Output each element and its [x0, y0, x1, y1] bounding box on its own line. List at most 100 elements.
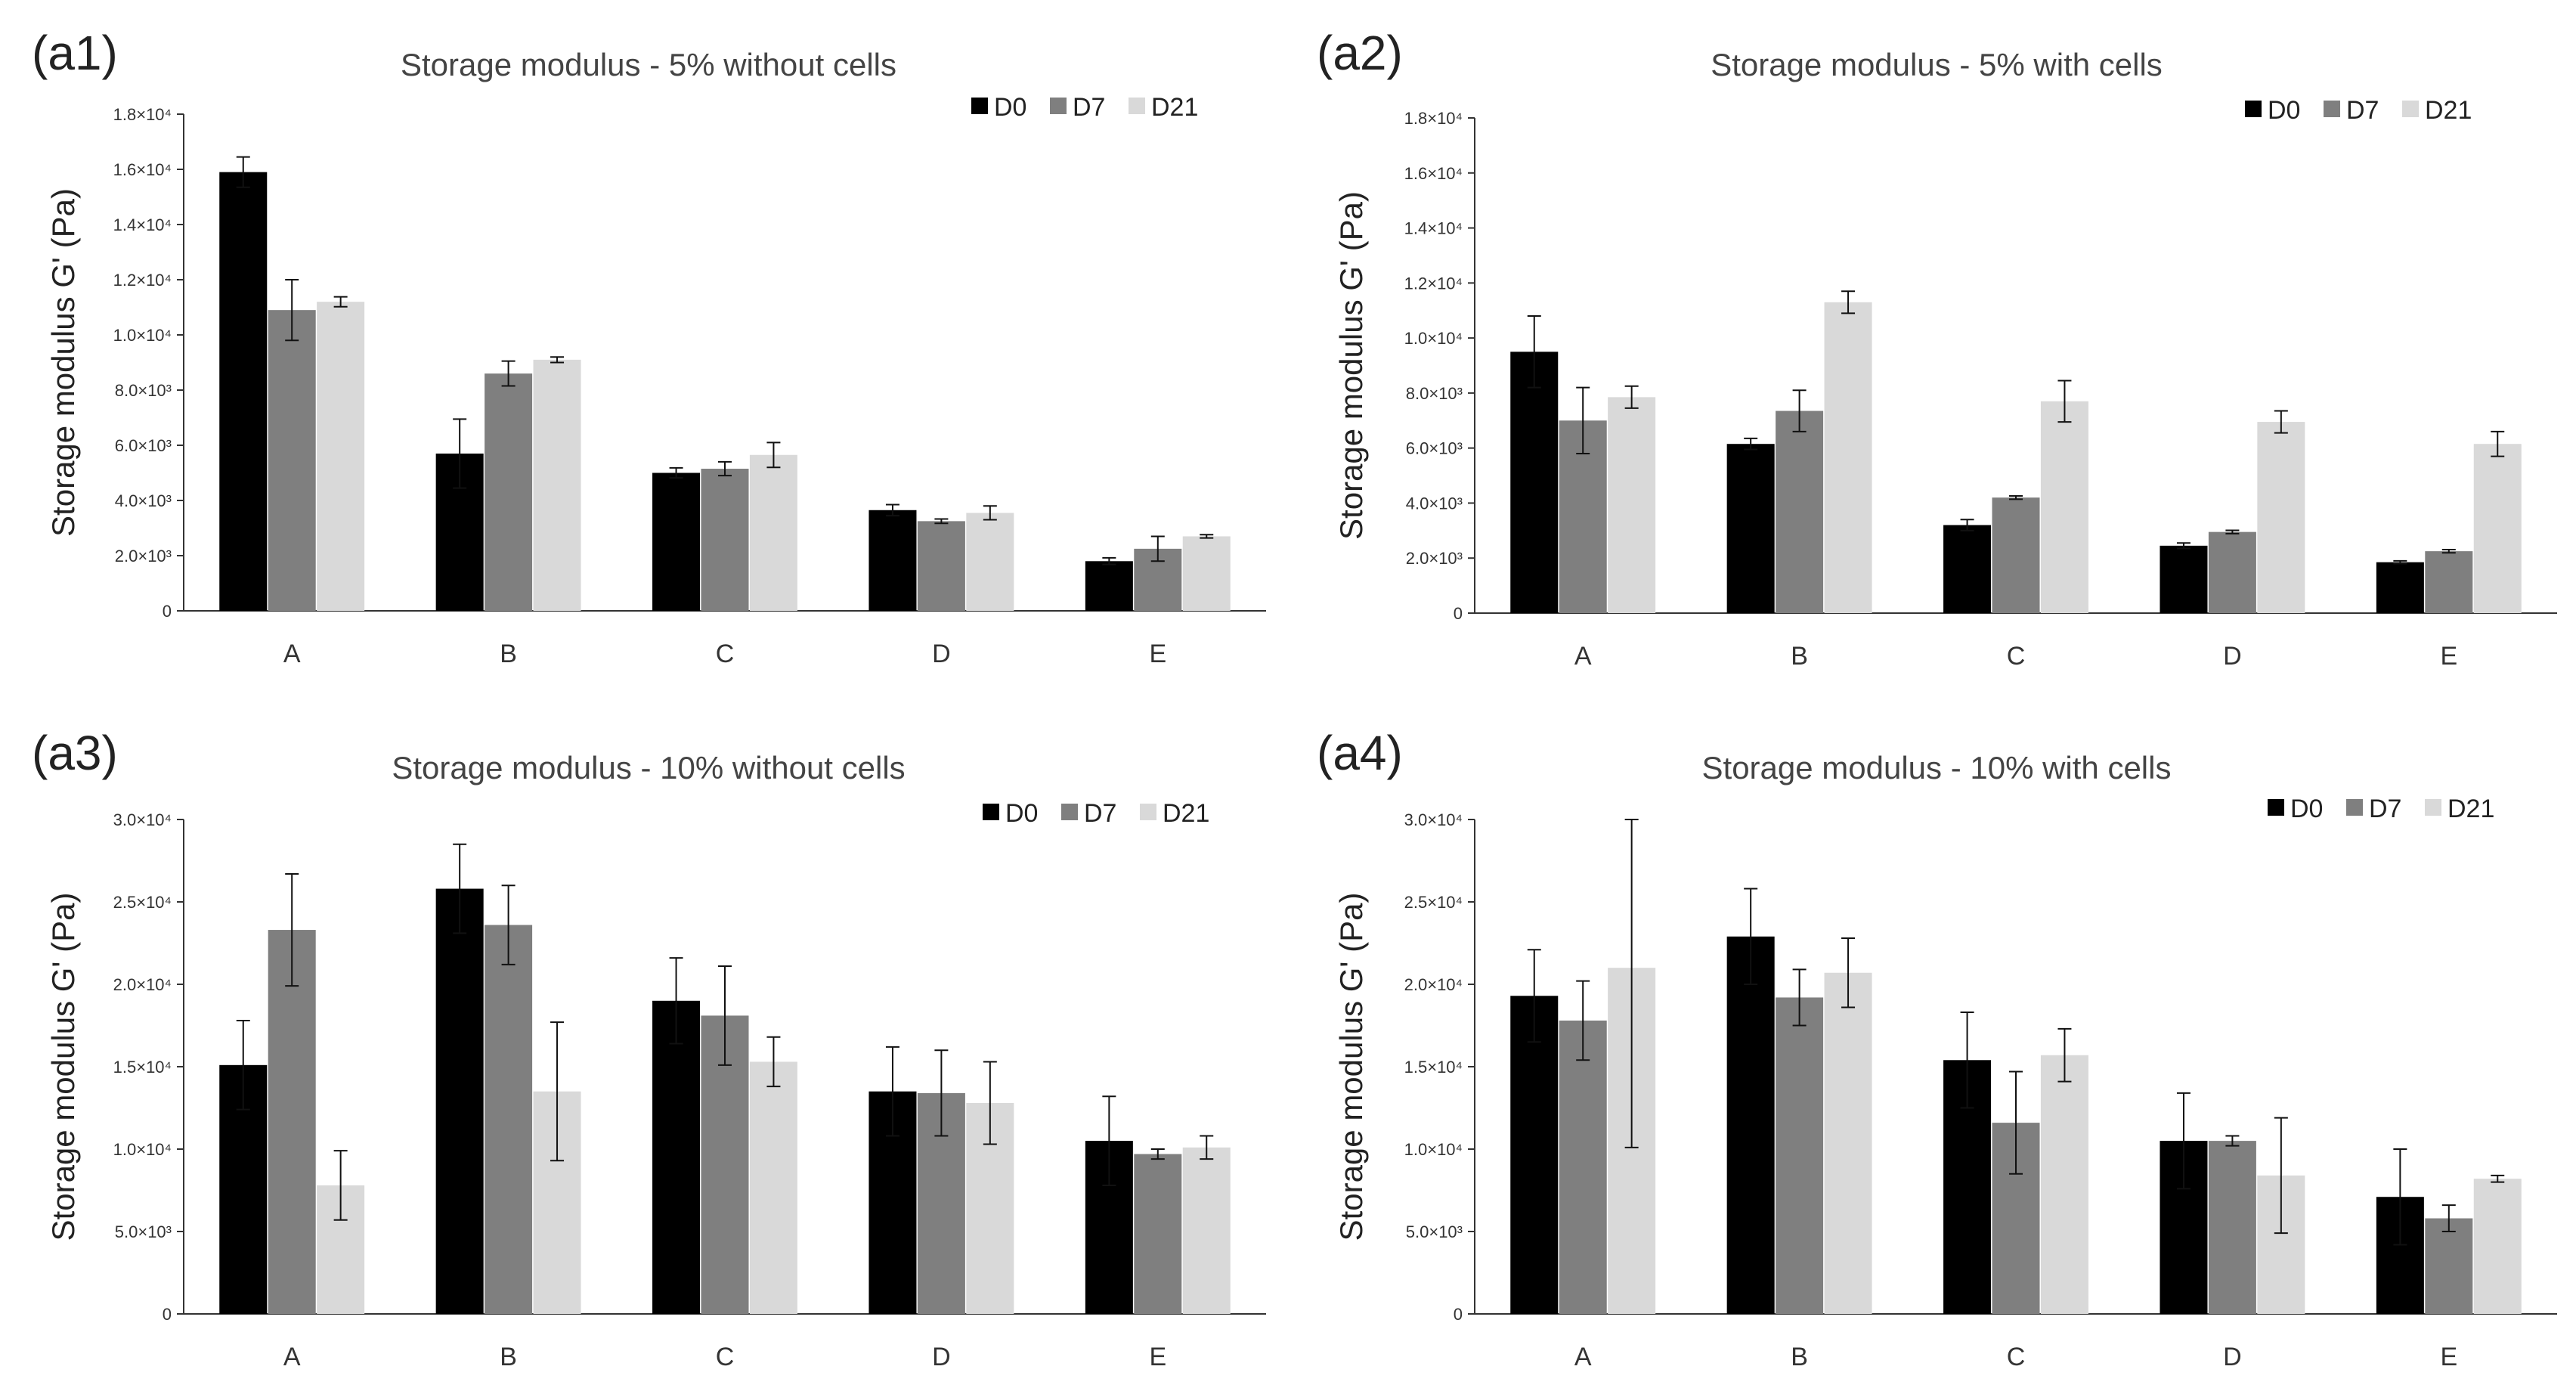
chart-title: Storage modulus - 5% with cells	[1711, 47, 2163, 82]
y-tick-label: 6.0×10³	[115, 436, 172, 455]
error-bar-d0-d	[885, 1046, 899, 1137]
chart-panel-2: (a2) Storage modulus - 5% with cells Stora…	[1317, 26, 2557, 671]
error-bar-d21-c	[2057, 1027, 2072, 1083]
y-tick-label: 6.0×10³	[1406, 439, 1463, 458]
legend: D0 D7 D21	[2268, 795, 2494, 823]
x-tick-label: C	[716, 640, 735, 668]
y-axis-label: Storage modulus G' (Pa)	[45, 893, 81, 1241]
legend-label-d7: D7	[1084, 799, 1116, 828]
legend: D0 D7 D21	[971, 93, 1198, 122]
y-tick-label: 1.8×10⁴	[1404, 109, 1463, 128]
legend: D0 D7 D21	[2245, 96, 2472, 125]
error-bar-d7-a	[1576, 386, 1590, 454]
error-bar-d21-a	[333, 1150, 348, 1221]
legend-label-d0: D0	[2268, 96, 2300, 125]
error-bar-d21-b	[1841, 290, 1856, 314]
error-bar-d7-b	[1792, 389, 1807, 432]
y-tick-label: 2.5×10⁴	[113, 893, 172, 912]
chart-title: Storage modulus - 10% with cells	[1702, 750, 2172, 785]
bar-d7-a	[268, 310, 316, 611]
x-tick-label: D	[2223, 1343, 2242, 1371]
legend-swatch-d7	[1050, 98, 1067, 114]
legend-swatch-d7	[2346, 799, 2363, 816]
error-bar-d0-e	[1102, 556, 1116, 565]
bar-d7-e	[2425, 1218, 2473, 1314]
error-bar-d21-d	[2274, 1117, 2288, 1235]
error-bar-d21-e	[2491, 430, 2505, 457]
x-tick-label: B	[500, 640, 517, 668]
error-bar-d7-c	[2009, 1070, 2023, 1175]
bar-d7-e	[2425, 551, 2473, 613]
y-tick-label: 1.6×10⁴	[1404, 164, 1463, 183]
bar-d7-e	[1134, 1154, 1182, 1314]
error-bar-d7-c	[718, 460, 732, 477]
y-tick-label: 1.5×10⁴	[1404, 1058, 1463, 1077]
x-tick-label: C	[716, 1343, 735, 1371]
error-bar-d0-e	[1102, 1095, 1116, 1186]
error-bar-d7-b	[501, 885, 516, 965]
error-bar-d21-a	[1624, 385, 1639, 409]
bar-d0-a	[1510, 996, 1559, 1314]
x-tick-label: D	[932, 1343, 951, 1371]
bar-d21-c	[2040, 401, 2088, 613]
legend-label-d21: D21	[1163, 799, 1209, 828]
error-bar-d7-b	[501, 360, 516, 387]
bar-d0-c	[1943, 525, 1992, 613]
y-tick-label: 0	[1454, 1305, 1463, 1324]
bar-d21-a	[1608, 397, 1656, 613]
y-axis-label: Storage modulus G' (Pa)	[1333, 893, 1369, 1241]
legend-swatch-d21	[2402, 101, 2419, 117]
bar-d21-d	[2257, 422, 2305, 613]
error-bar-d0-a	[1527, 949, 1541, 1043]
legend-swatch-d7	[1061, 804, 1078, 820]
legend-swatch-d0	[2245, 101, 2262, 117]
bar-d0-d	[2160, 545, 2208, 613]
y-tick-label: 2.5×10⁴	[1404, 893, 1463, 912]
legend-label-d0: D0	[2290, 795, 2323, 823]
bar-d0-d	[868, 510, 917, 611]
bar-d0-b	[1726, 444, 1775, 613]
panel-label: (a4)	[1317, 726, 1403, 780]
legend-label-d21: D21	[2448, 795, 2494, 823]
bar-d0-e	[2376, 562, 2424, 613]
legend-label-d21: D21	[1151, 93, 1198, 122]
legend-swatch-d0	[971, 98, 988, 114]
error-bar-d7-b	[1792, 968, 1807, 1027]
legend: D0 D7 D21	[983, 799, 1209, 828]
y-tick-label: 1.0×10⁴	[1404, 329, 1463, 348]
x-tick-label: E	[1149, 640, 1166, 668]
legend-label-d0: D0	[994, 93, 1026, 122]
x-tick-label: A	[1574, 1343, 1592, 1371]
legend-swatch-d7	[2324, 101, 2340, 117]
y-tick-label: 0	[1454, 604, 1463, 623]
chart-panel-3: (a3) Storage modulus - 10% without cells S…	[32, 726, 1266, 1371]
error-bar-d0-c	[1960, 519, 1974, 531]
bar-d0-e	[1085, 561, 1133, 611]
bar-d7-d	[2208, 531, 2256, 613]
legend-label-d7: D7	[2346, 96, 2379, 125]
bar-d21-b	[1824, 972, 1872, 1314]
legend-swatch-d0	[983, 804, 999, 820]
error-bar-d21-e	[1200, 534, 1214, 539]
error-bar-d21-d	[983, 505, 997, 521]
error-bar-d0-a	[236, 156, 250, 188]
y-tick-label: 1.4×10⁴	[1404, 219, 1463, 238]
y-tick-label: 4.0×10³	[115, 491, 172, 510]
error-bar-d7-a	[1576, 980, 1590, 1061]
bar-d0-b	[435, 888, 484, 1314]
bar-d0-b	[1726, 936, 1775, 1314]
bar-d7-c	[701, 469, 749, 611]
x-tick-label: B	[500, 1343, 517, 1371]
x-tick-label: D	[2223, 642, 2242, 671]
y-tick-label: 5.0×10³	[115, 1222, 172, 1241]
error-bar-d7-e	[2441, 548, 2456, 554]
panel-label: (a3)	[32, 726, 118, 780]
error-bar-d7-c	[2009, 494, 2023, 500]
error-bar-d0-c	[669, 466, 683, 479]
y-tick-label: 4.0×10³	[1406, 494, 1463, 513]
error-bar-d21-b	[550, 1021, 565, 1162]
y-tick-label: 2.0×10³	[1406, 549, 1463, 568]
bar-d7-a	[268, 930, 316, 1314]
error-bar-d7-a	[285, 872, 299, 987]
error-bar-d21-d	[2274, 410, 2288, 434]
